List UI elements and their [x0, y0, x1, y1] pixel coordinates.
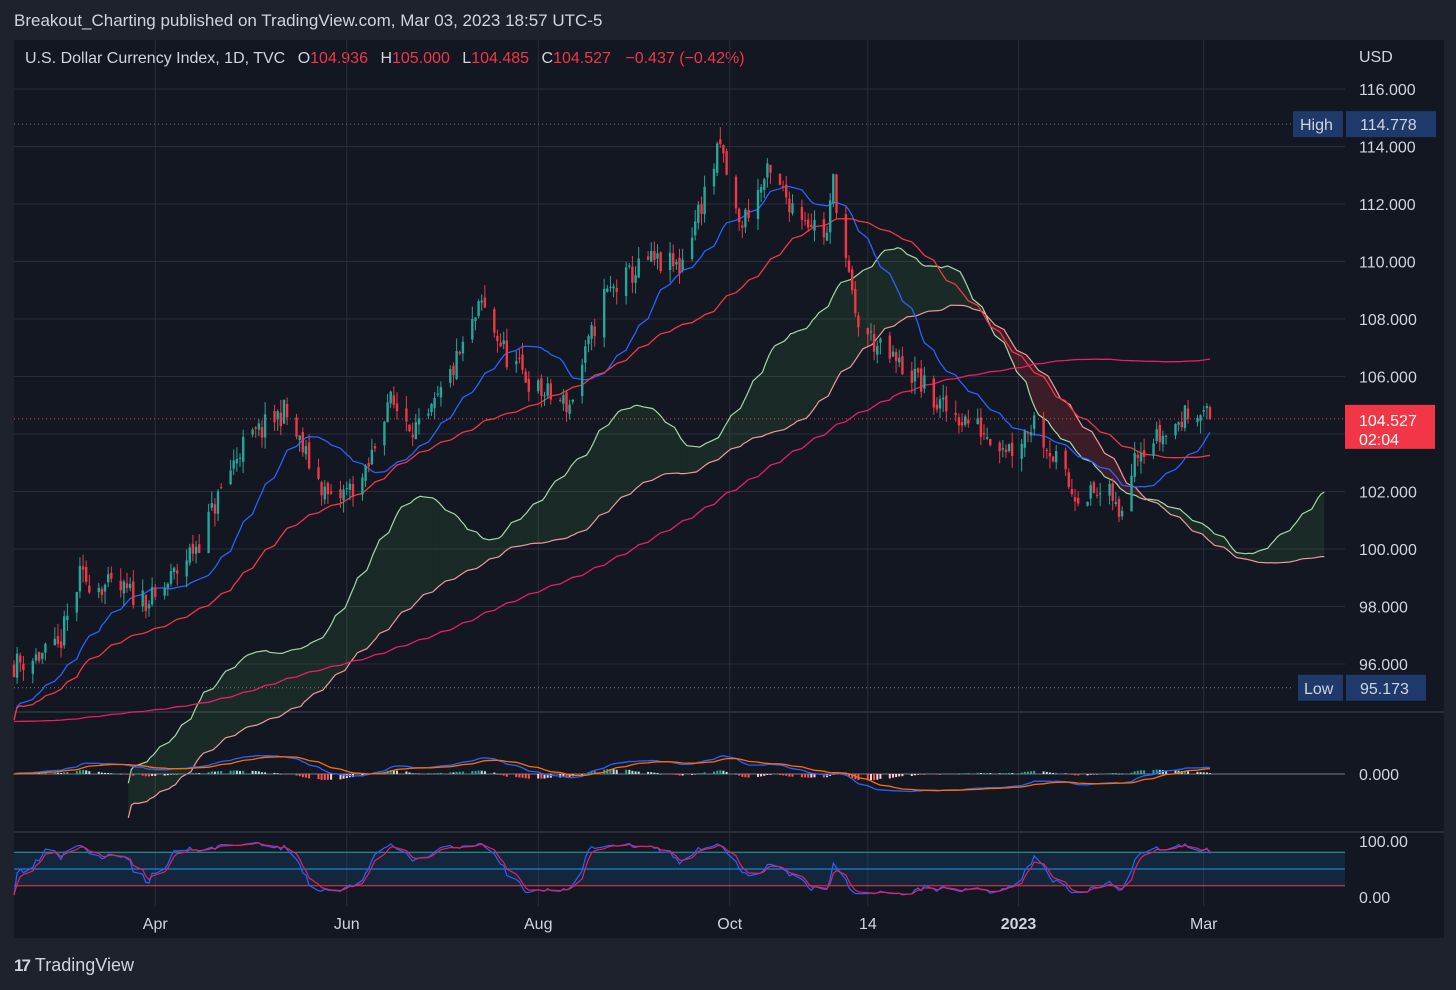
close-label: C	[541, 50, 554, 67]
high-label: H	[380, 50, 392, 67]
chart-panel[interactable]	[14, 40, 1444, 938]
publisher-header: Breakout_Charting published on TradingVi…	[0, 0, 1456, 40]
open-label: O	[297, 50, 311, 67]
symbol-label: U.S. Dollar Currency Index, 1D, TVC	[25, 50, 286, 67]
change-value: −0.437 (−0.42%)	[625, 50, 745, 67]
high-value: 105.000	[392, 50, 450, 67]
open-value: 104.936	[310, 50, 368, 67]
tv-logo-icon: 17	[14, 955, 31, 975]
ohlc-legend: U.S. Dollar Currency Index, 1D, TVC O104…	[25, 50, 745, 68]
publisher-title: Breakout_Charting published on TradingVi…	[14, 11, 603, 30]
tradingview-logo[interactable]: 17 TradingView	[14, 955, 134, 976]
low-value: 104.485	[471, 50, 530, 67]
tradingview-wordmark: TradingView	[34, 955, 134, 975]
low-label: L	[462, 50, 472, 67]
close-value: 104.527	[553, 50, 611, 67]
